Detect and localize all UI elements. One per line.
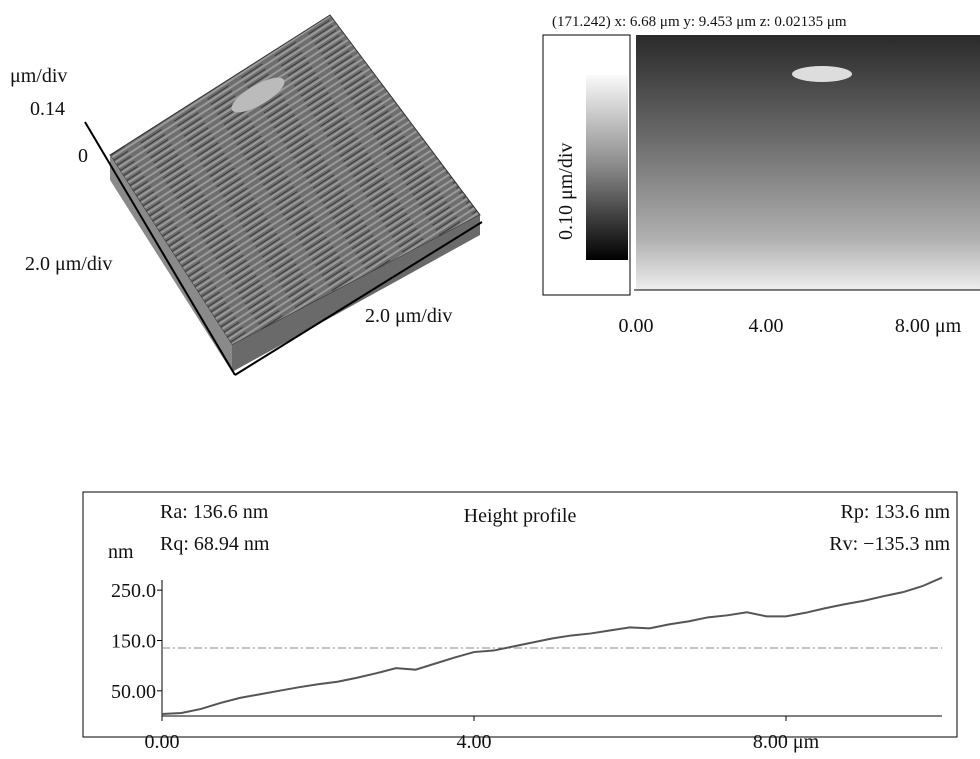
- x-tick-label: 8.00 μm: [753, 731, 820, 753]
- y-tick-label: 150.0: [111, 630, 156, 652]
- z-unit: μm/div: [10, 65, 67, 87]
- image-x-tick: 8.00 μm: [895, 315, 962, 337]
- z-top: 0.14: [30, 98, 65, 120]
- chart-title: Height profile: [464, 505, 577, 527]
- z-zero: 0: [78, 145, 88, 167]
- y-tick-label: 50.00: [111, 681, 156, 703]
- profile-line: [161, 576, 943, 715]
- y-tick-label: 250.0: [111, 580, 156, 602]
- x-tick-label: 4.00: [457, 731, 492, 753]
- surface-3d: μm/div 0.14 0 2.0 μm/div 2.0 μm/div: [10, 14, 483, 376]
- y-label: nm: [108, 541, 134, 563]
- y-scale: 2.0 μm/div: [25, 253, 112, 275]
- image-header: (171.242) x: 6.68 μm y: 9.453 μm z: 0.02…: [552, 14, 847, 30]
- profile-frame: [82, 491, 958, 738]
- x-tick-label: 0.00: [145, 731, 180, 753]
- annotation: Rq: 68.94 nm: [160, 533, 270, 555]
- image-x-tick: 4.00: [749, 315, 784, 337]
- image-view: (171.242) x: 6.68 μm y: 9.453 μm z: 0.02…: [542, 14, 980, 337]
- image-x-tick: 0.00: [619, 315, 654, 337]
- x-scale: 2.0 μm/div: [365, 305, 452, 327]
- annotation: Ra: 136.6 nm: [160, 501, 269, 523]
- colorbar-label: 0.10 μm/div: [555, 143, 577, 240]
- annotation: Rv: −135.3 nm: [829, 533, 950, 555]
- annotation: Rp: 133.6 nm: [841, 501, 951, 523]
